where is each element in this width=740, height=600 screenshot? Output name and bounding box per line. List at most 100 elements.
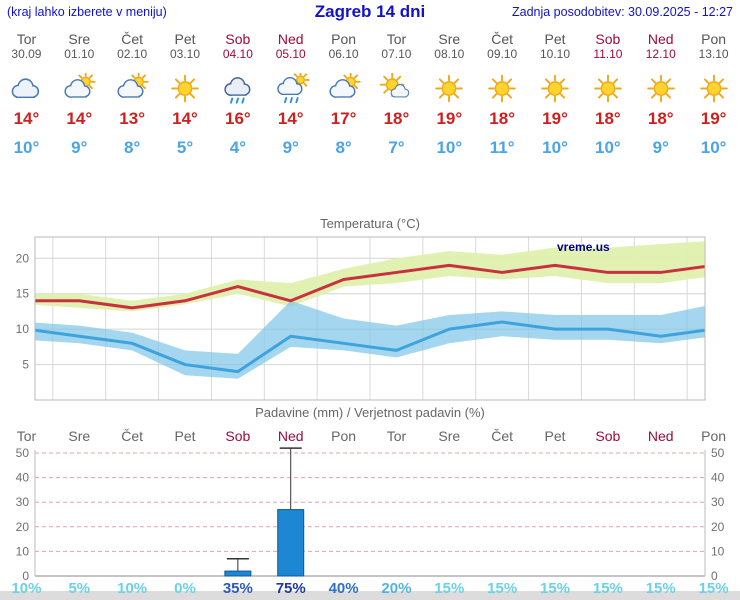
svg-text:5: 5 (22, 358, 29, 372)
precip-day-label: Ned (647, 428, 674, 444)
precip-day-label: Pon (701, 428, 727, 444)
day-column[interactable]: Sre 01.10 14° 9° (53, 31, 106, 158)
day-column[interactable]: Čet 09.10 18° 11° (476, 31, 529, 158)
temp-min: 9° (71, 138, 88, 157)
precipitation-chart: 0 0 10 10 20 20 30 30 40 40 50 50 (16, 446, 725, 582)
temp-min: 4° (229, 138, 246, 157)
day-date: 03.10 (169, 47, 201, 61)
mostly-sunny-icon (380, 72, 410, 97)
temp-max: 14° (66, 109, 93, 128)
weather-icon-wrap (106, 71, 159, 105)
temp-min: 10° (436, 138, 463, 157)
weather-icon-wrap (211, 71, 264, 105)
day-name: Ned (647, 31, 674, 47)
partly-cloudy-icon (329, 72, 361, 98)
day-name: Pon (331, 31, 357, 47)
day-date: 12.10 (645, 47, 676, 61)
day-name: Pet (174, 31, 196, 47)
precip-probability: 10% (11, 580, 42, 597)
temp-max: 18° (647, 109, 674, 128)
temp-max: 17° (330, 109, 357, 128)
sunny-icon (435, 74, 464, 102)
precip-day-label: Sob (225, 428, 251, 444)
svg-text:10: 10 (16, 544, 30, 558)
day-name: Pon (701, 31, 727, 47)
day-column[interactable]: Pet 10.10 19° 10° (529, 31, 582, 158)
precip-day-label: Sob (595, 428, 621, 444)
day-column[interactable]: Pon 13.10 19° 10° (687, 31, 740, 158)
day-column[interactable]: Ned 12.10 18° 9° (634, 31, 687, 158)
day-name: Pet (544, 31, 566, 47)
day-name: Tor (386, 31, 407, 47)
weather-icon-wrap (423, 71, 476, 105)
weather-icon-wrap (0, 71, 53, 105)
precip-days-row: Tor Sre Čet Pet Sob Ned Pon Tor Sre Čet Pet Sob Ned P… (0, 428, 740, 444)
day-column[interactable]: Sob 04.10 16° 4° (211, 31, 264, 158)
sunny-icon (488, 74, 516, 102)
precip-probability: 20% (381, 580, 412, 597)
svg-text:30: 30 (711, 495, 725, 509)
svg-text:50: 50 (16, 446, 30, 460)
day-name: Sob (225, 31, 251, 47)
precip-probability: 40% (328, 580, 359, 597)
precip-day-label: Čet (121, 428, 144, 444)
temp-min: 5° (176, 138, 194, 157)
temp-max: 14° (13, 109, 40, 128)
precip-probability: 15% (487, 580, 518, 597)
precip-day-label: Tor (386, 428, 407, 444)
weather-icon-wrap (634, 71, 687, 105)
temp-max: 18° (595, 109, 621, 128)
day-date: 02.10 (117, 47, 148, 61)
day-date: 11.10 (593, 47, 623, 61)
svg-text:20: 20 (16, 520, 30, 534)
day-column[interactable]: Čet 02.10 13° 8° (106, 31, 159, 158)
weather-icon-wrap (581, 71, 634, 105)
day-column[interactable]: Tor 30.09 14° 10° (0, 31, 53, 158)
svg-text:10: 10 (711, 544, 725, 558)
temp-min: 10° (13, 138, 40, 157)
day-name: Sre (438, 31, 461, 47)
precip-day-label: Čet (491, 428, 514, 444)
svg-text:20: 20 (16, 251, 30, 265)
svg-text:0: 0 (711, 569, 718, 582)
temp-max: 19° (542, 109, 568, 128)
precip-day-label: Tor (16, 428, 37, 444)
temp-max: 16° (225, 109, 251, 128)
day-column[interactable]: Pet 03.10 14° 5° (159, 31, 212, 158)
precip-day-label: Sre (438, 428, 461, 444)
weather-icon-wrap (159, 71, 212, 105)
precip-probability: 0% (174, 580, 196, 597)
day-column[interactable]: Sre 08.10 19° 10° (423, 31, 476, 158)
day-column[interactable]: Pon 06.10 17° 8° (317, 31, 370, 158)
day-date: 09.10 (487, 47, 518, 61)
day-date: 30.09 (11, 47, 42, 61)
sunny-icon (541, 74, 569, 102)
day-date: 05.10 (275, 47, 306, 61)
temp-min: 10° (595, 138, 621, 157)
svg-text:15: 15 (16, 287, 30, 301)
day-date: 13.10 (698, 47, 729, 61)
precip-probability: 10% (117, 580, 148, 597)
bottom-scrollbar[interactable] (0, 591, 740, 600)
day-name: Sre (68, 31, 91, 47)
svg-text:50: 50 (711, 446, 725, 460)
precip-probability: 75% (275, 580, 306, 597)
weather-icon-wrap (53, 71, 106, 105)
day-column[interactable]: Ned 05.10 14° 9° (264, 31, 317, 158)
sunny-icon (171, 74, 199, 102)
weather-icon-wrap (476, 71, 529, 105)
svg-text:40: 40 (711, 471, 725, 485)
day-name: Tor (16, 31, 37, 47)
menu-hint: (kraj lahko izberete v meniju) (7, 5, 167, 19)
temp-max: 18° (489, 109, 516, 128)
weather-icon-wrap (317, 71, 370, 105)
page-title: Zagreb 14 dni (314, 2, 426, 21)
day-column[interactable]: Sob 11.10 18° 10° (581, 31, 634, 158)
day-name: Ned (277, 31, 304, 47)
sunny-icon (646, 74, 675, 102)
precip-day-label: Pet (544, 428, 566, 444)
weather-icon-wrap (529, 71, 582, 105)
day-column[interactable]: Tor 07.10 18° 7° (370, 31, 423, 158)
temp-min: 8° (335, 138, 352, 157)
